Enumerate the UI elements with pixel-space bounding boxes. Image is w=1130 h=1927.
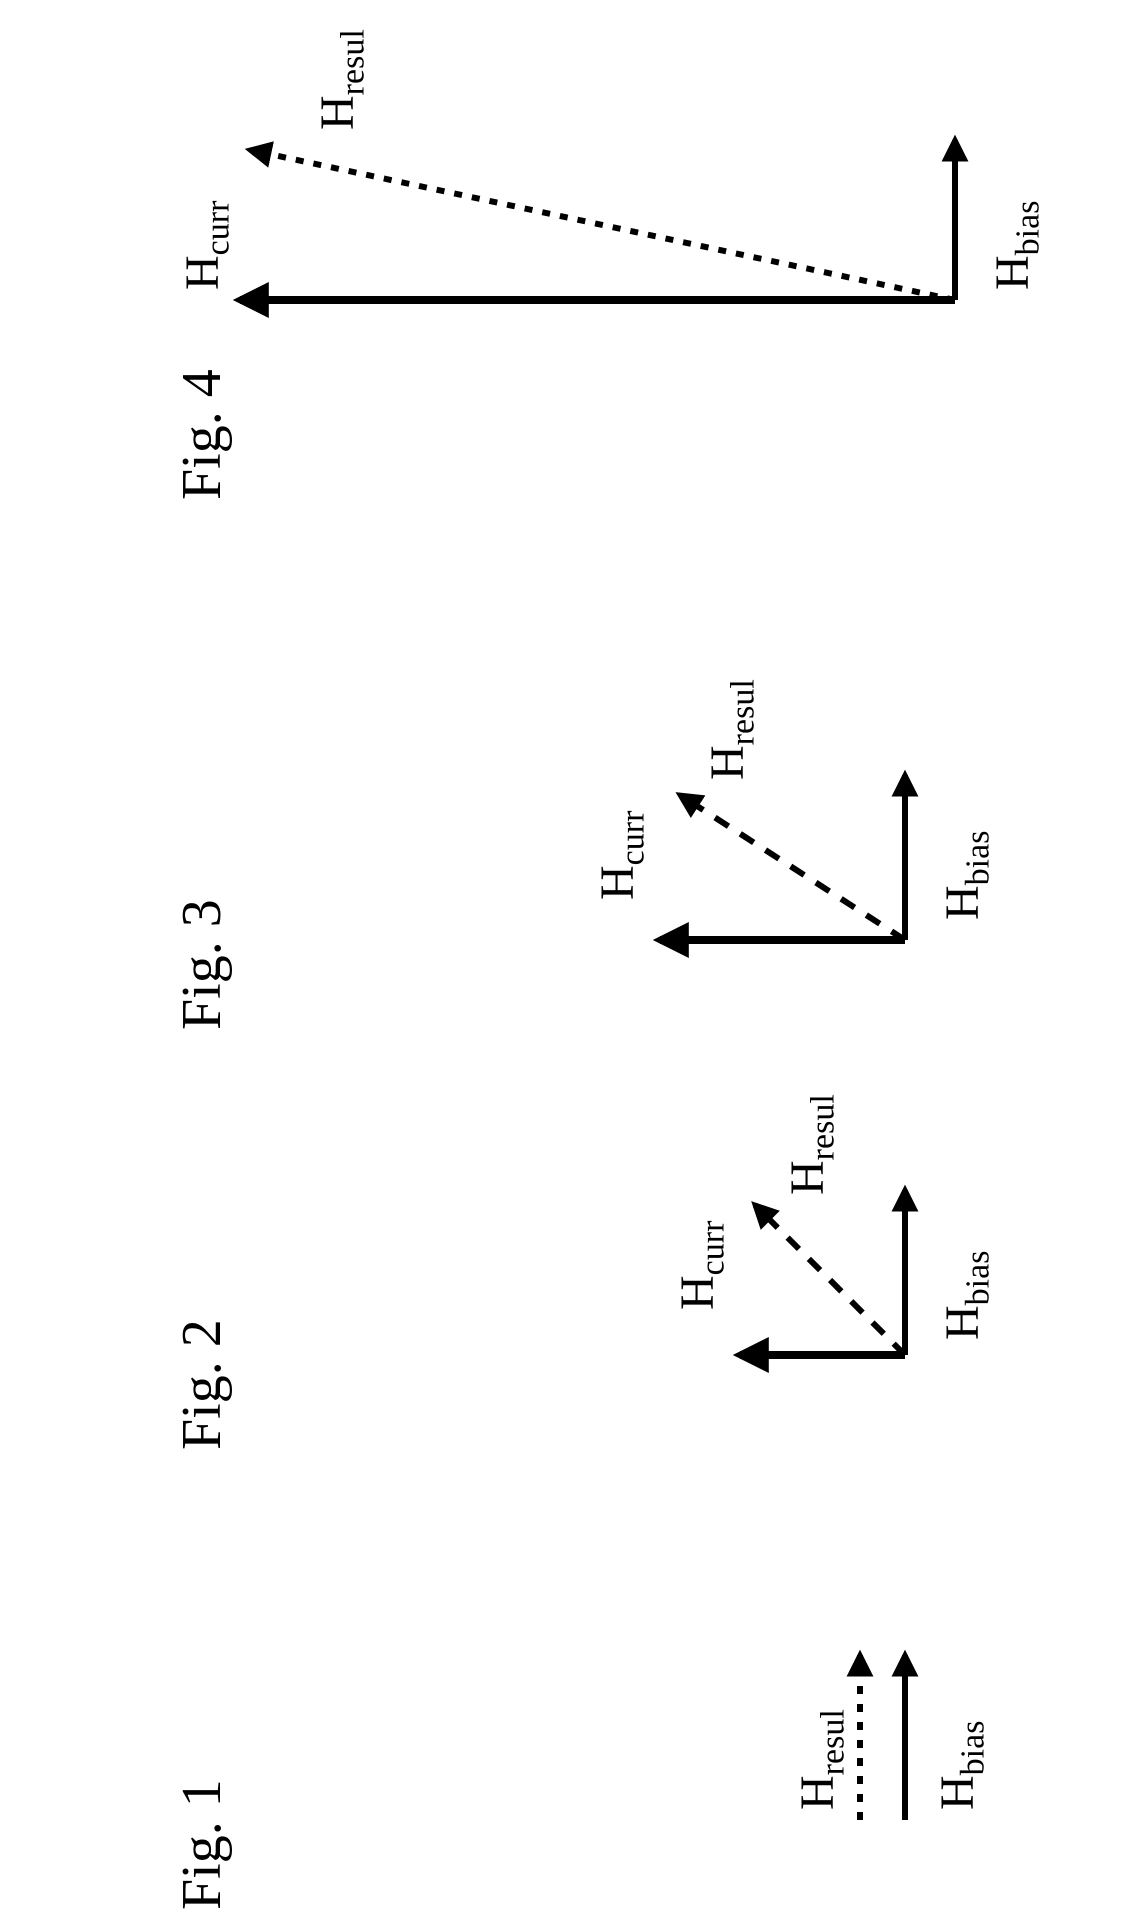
fig4-title: Fig. 4: [170, 369, 234, 500]
fig2-label-h_resul: Hresul: [780, 1094, 843, 1195]
fig2-title: Fig. 2: [170, 1319, 234, 1450]
fig1-title: Fig. 1: [170, 1779, 234, 1910]
fig1-label-h_bias: Hbias: [930, 1721, 993, 1810]
fig4-resul-vector: [250, 150, 955, 300]
fig3-title: Fig. 3: [170, 899, 234, 1030]
fig3-label-h_curr: Hcurr: [590, 811, 653, 900]
fig4-label-h_curr: Hcurr: [175, 201, 238, 290]
fig4-label-h_bias: Hbias: [985, 201, 1048, 290]
fig2-label-h_bias: Hbias: [935, 1251, 998, 1340]
fig3-label-h_bias: Hbias: [935, 831, 998, 920]
fig4-label-h_resul: Hresul: [310, 29, 373, 130]
fig1-label-h_resul: Hresul: [790, 1709, 853, 1810]
fig2-label-h_curr: Hcurr: [670, 1221, 733, 1310]
fig2-resul-vector: [755, 1205, 905, 1355]
fig3-label-h_resul: Hresul: [700, 679, 763, 780]
fig3-resul-vector: [680, 795, 905, 940]
